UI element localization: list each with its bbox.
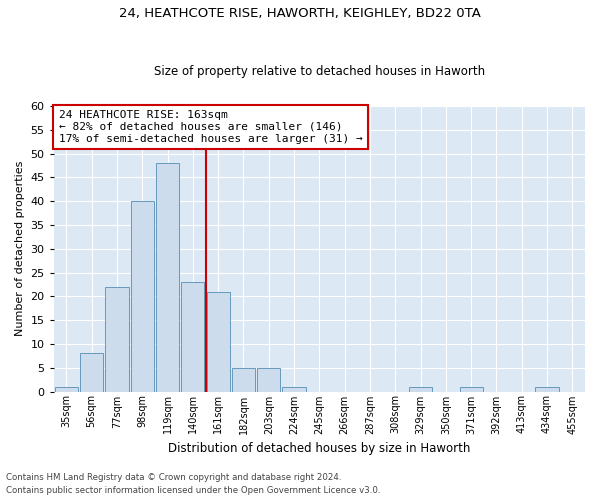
Text: Contains HM Land Registry data © Crown copyright and database right 2024.
Contai: Contains HM Land Registry data © Crown c… [6, 474, 380, 495]
Bar [283, 387, 305, 392]
X-axis label: Distribution of detached houses by size in Haworth: Distribution of detached houses by size … [168, 442, 470, 455]
Y-axis label: Number of detached properties: Number of detached properties [15, 161, 25, 336]
Bar [257, 368, 280, 392]
Text: 24, HEATHCOTE RISE, HAWORTH, KEIGHLEY, BD22 0TA: 24, HEATHCOTE RISE, HAWORTH, KEIGHLEY, B… [119, 8, 481, 20]
Bar [106, 287, 128, 392]
Bar [535, 387, 559, 392]
Text: 24 HEATHCOTE RISE: 163sqm
← 82% of detached houses are smaller (146)
17% of semi: 24 HEATHCOTE RISE: 163sqm ← 82% of detac… [59, 110, 363, 144]
Bar [55, 387, 78, 392]
Bar [80, 354, 103, 392]
Bar [156, 163, 179, 392]
Bar [206, 292, 230, 392]
Bar [232, 368, 255, 392]
Bar [181, 282, 205, 392]
Bar [131, 201, 154, 392]
Title: Size of property relative to detached houses in Haworth: Size of property relative to detached ho… [154, 66, 485, 78]
Bar [409, 387, 432, 392]
Bar [460, 387, 483, 392]
